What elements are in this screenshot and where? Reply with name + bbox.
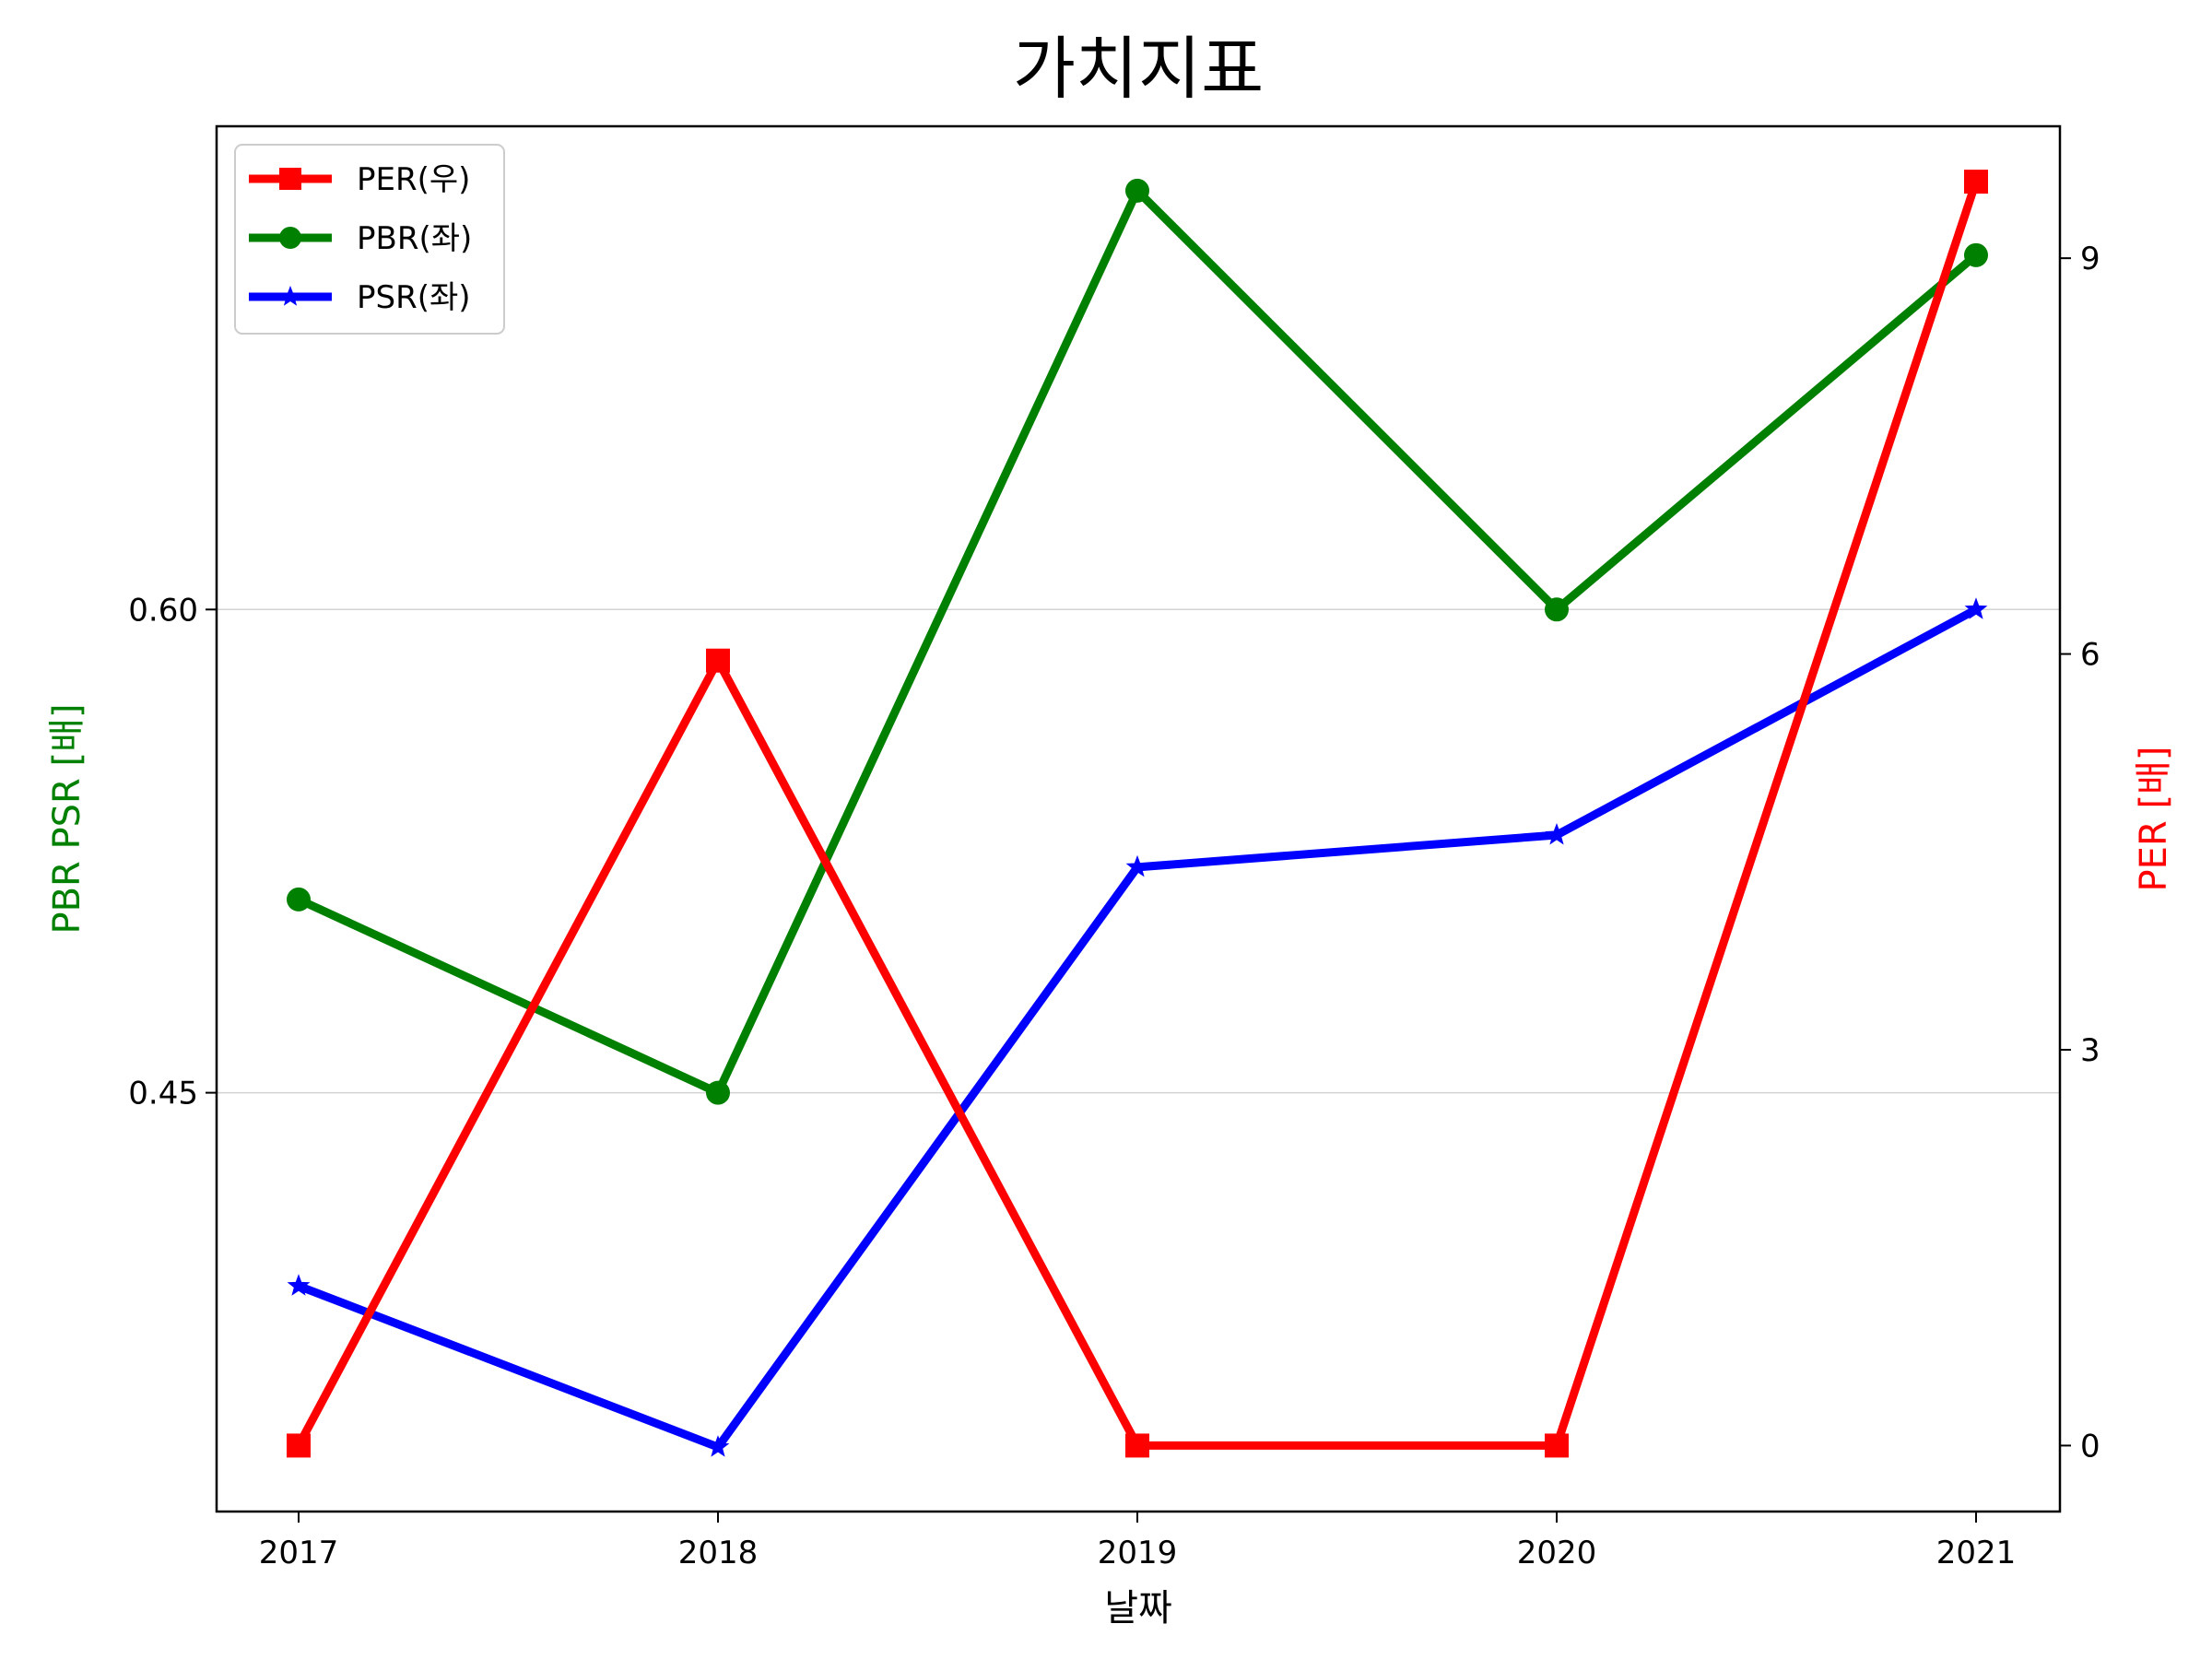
legend-marker (279, 286, 301, 306)
series-PER(우) (287, 170, 1988, 1458)
x-tick-label: 2021 (1936, 1535, 2017, 1571)
x-tick-label: 2019 (1098, 1535, 1178, 1571)
data-point (287, 1274, 311, 1296)
right-y-tick-label: 3 (2080, 1032, 2100, 1069)
legend: PER(우) PBR(좌) PSR(좌) (234, 144, 505, 335)
legend-label: PER(우) (357, 161, 470, 198)
data-point (1964, 170, 1988, 194)
series-PBR(좌) (287, 178, 1988, 1105)
left-y-axis-label: PBR PSR [배] (46, 703, 88, 934)
x-axis-label: 날짜 (1104, 1587, 1172, 1630)
legend-marker (279, 168, 301, 190)
data-point (706, 648, 730, 673)
series-PSR(좌) (287, 597, 1988, 1457)
right-y-tick-label: 9 (2080, 241, 2100, 277)
chart-title: 가치지표 (1013, 29, 1264, 109)
left-y-tick-label: 0.45 (128, 1076, 198, 1112)
series-line (295, 180, 1981, 1450)
series-layer (287, 170, 1988, 1458)
data-point (1964, 242, 1988, 267)
data-point (1125, 1433, 1149, 1458)
legend-label: PBR(좌) (357, 220, 472, 257)
data-point (287, 1433, 311, 1458)
data-point (1545, 597, 1569, 622)
data-point (1964, 597, 1988, 619)
grid-layer (217, 608, 2060, 1094)
data-point (1545, 1433, 1569, 1458)
x-tick-label: 2018 (678, 1535, 759, 1571)
series-line (297, 606, 1979, 1452)
legend-marker (279, 227, 301, 249)
data-point (1545, 823, 1569, 845)
data-point (1125, 178, 1149, 203)
legend-label: PSR(좌) (357, 279, 471, 316)
right-y-tick-label: 0 (2080, 1428, 2100, 1465)
data-point (287, 887, 311, 912)
right-y-tick-label: 6 (2080, 637, 2100, 674)
data-point (706, 1435, 730, 1457)
legend-box (234, 144, 505, 335)
right-y-axis-label: PER [배] (2133, 747, 2175, 892)
left-y-tick-label: 0.60 (128, 592, 198, 629)
axis-layer: 0.45 0.60 0 3 6 9 2017 2018 2019 2020 2021 (128, 241, 2100, 1571)
series-line (297, 186, 1979, 1098)
x-tick-label: 2020 (1517, 1535, 1597, 1571)
data-point (1125, 854, 1149, 877)
data-point (706, 1080, 730, 1105)
x-tick-label: 2017 (259, 1535, 339, 1571)
